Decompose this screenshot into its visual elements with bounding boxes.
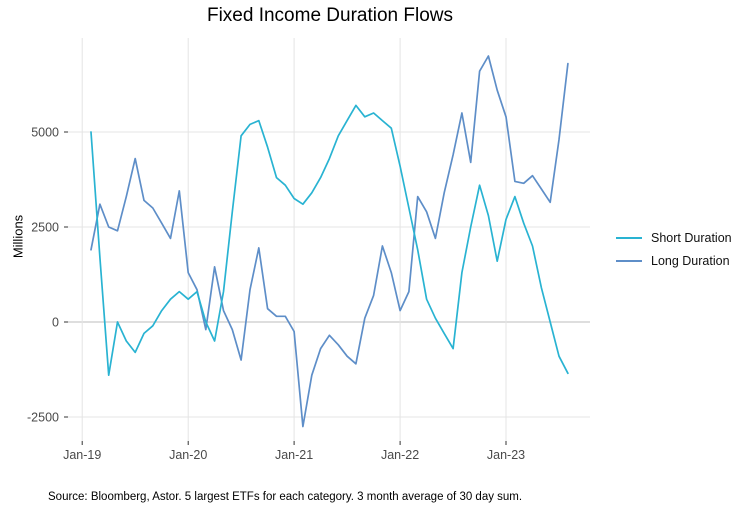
y-tick-label: 0 — [52, 316, 59, 330]
short-duration-line-swatch — [616, 236, 642, 239]
y-tick-label: 2500 — [31, 221, 59, 235]
legend-label-long-duration: Long Duration — [651, 253, 730, 268]
legend-item-long-duration: Long Duration — [616, 249, 732, 272]
x-tick-label: Jan-21 — [275, 448, 313, 462]
long-duration-line-swatch — [616, 259, 642, 262]
x-tick-label: Jan-23 — [487, 448, 525, 462]
x-tick-label: Jan-19 — [63, 448, 101, 462]
x-tick-label: Jan-20 — [169, 448, 207, 462]
x-tick-label: Jan-22 — [381, 448, 419, 462]
legend-item-short-duration: Short Duration — [616, 226, 732, 249]
legend-label-short-duration: Short Duration — [651, 230, 732, 245]
chart-title: Fixed Income Duration Flows — [206, 5, 454, 26]
legend: Short Duration Long Duration — [616, 226, 732, 272]
long-duration-line — [90, 55, 569, 428]
source-note: Source: Bloomberg, Astor. 5 largest ETFs… — [48, 491, 523, 503]
y-tick-label: -2500 — [27, 411, 59, 425]
y-tick-label: 5000 — [31, 126, 59, 140]
short-duration-line — [90, 104, 569, 377]
